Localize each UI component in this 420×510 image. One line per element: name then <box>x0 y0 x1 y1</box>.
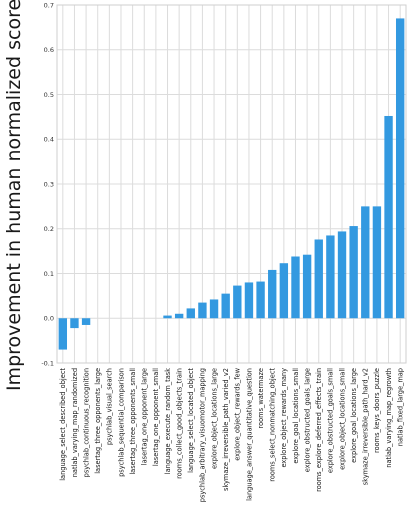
x-tick-label: explore_goal_locations_small <box>292 368 300 464</box>
bar <box>81 318 91 325</box>
x-tick-label: explore_object_locations_small <box>338 368 346 470</box>
x-tick-label: natlab_varying_map_randomized <box>71 368 79 477</box>
bar <box>198 302 207 319</box>
x-tick-label: psychlab_sequential_comparison <box>117 368 125 477</box>
y-axis-title: Improvement in human normalized scores <box>3 0 25 391</box>
x-tick-label: rooms_keys_doors_puzzle <box>373 368 381 453</box>
y-tick-label: 0.6 <box>44 46 54 54</box>
x-tick-label: lasertag_one_opponent_small <box>152 368 160 466</box>
x-tick-label: explore_obstructed_goals_large <box>303 368 311 472</box>
y-tick-labels: -0.1 0.0 0.1 0.2 0.3 0.4 0.5 0.6 0.7 <box>41 1 54 367</box>
x-tick-label: explore_goal_locations_large <box>350 368 358 463</box>
bar <box>384 115 393 319</box>
y-tick-label: 0.5 <box>44 91 54 99</box>
x-tick-label: psychlab_visual_search <box>106 368 114 445</box>
x-tick-label: rooms_select_nonmatching_object <box>269 368 277 482</box>
y-tick-label: 0.2 <box>44 225 54 233</box>
frame-layer <box>56 4 407 364</box>
x-tick-label: language_select_described_object <box>59 368 67 481</box>
bar <box>349 226 358 319</box>
bar <box>221 293 230 319</box>
bar <box>291 256 300 319</box>
x-tick-label: language_execute_random_task <box>164 368 172 474</box>
bar <box>256 281 265 319</box>
x-tick-label: explore_object_rewards_few <box>234 367 242 460</box>
bar <box>326 235 335 319</box>
bar-layer <box>58 18 405 350</box>
x-tick-labels: language_select_described_object natlab_v… <box>59 367 404 502</box>
x-tick-label: rooms_collect_good_objects_train <box>175 368 183 479</box>
x-tick-label: psychlab_continuous_recognition <box>82 368 90 477</box>
bar <box>314 239 323 319</box>
x-tick-label: lasertag_three_opponents_small <box>129 368 137 475</box>
bar <box>395 18 405 319</box>
bar <box>372 206 382 319</box>
x-tick-label: psychlab_arbitrary_visuomotor_mapping <box>199 368 207 502</box>
x-tick-label: explore_object_locations_large <box>210 368 218 469</box>
bar <box>337 231 347 319</box>
x-tick-label: lasertag_one_opponent_large <box>141 368 149 465</box>
x-tick-label: language_select_located_object <box>187 368 195 473</box>
y-tick-label: 0.3 <box>44 180 54 188</box>
y-tick-label: -0.1 <box>41 359 54 367</box>
x-tick-label: language_answer_quantitative_question <box>245 368 253 501</box>
bar <box>244 282 254 319</box>
bar <box>233 285 242 319</box>
bar <box>209 299 219 319</box>
x-tick-label: explore_obstructed_goals_small <box>327 368 335 473</box>
bar <box>70 318 79 329</box>
x-tick-label: skymaze_irreversible_path_hard_v2 <box>362 368 370 485</box>
bar <box>268 269 277 319</box>
bar <box>174 313 184 319</box>
bar <box>58 318 68 350</box>
bar <box>302 254 312 319</box>
y-tick-label: 0.4 <box>44 136 54 144</box>
bar <box>361 206 370 319</box>
y-tick-label: 0.1 <box>44 270 54 278</box>
x-tick-label: rooms_watermaze <box>257 368 265 428</box>
x-tick-label: explore_object_rewards_many <box>280 368 288 468</box>
bar <box>279 263 289 319</box>
plot-frame <box>56 4 407 364</box>
x-tick-label: lasertag_three_opponents_large <box>94 368 102 474</box>
bar <box>186 308 195 319</box>
y-tick-label: 0.7 <box>44 1 54 9</box>
x-tick-label: natlab_varying_map_regrowth <box>385 368 393 468</box>
x-tick-label: skymaze_irreversible_path_varied_v2 <box>222 368 230 491</box>
y-tick-label: 0.0 <box>44 315 54 323</box>
bar <box>163 315 172 319</box>
x-tick-label: rooms_explore_deferred_effects_train <box>315 368 323 492</box>
x-tick-label: natlab_fixed_large_map <box>396 368 404 446</box>
